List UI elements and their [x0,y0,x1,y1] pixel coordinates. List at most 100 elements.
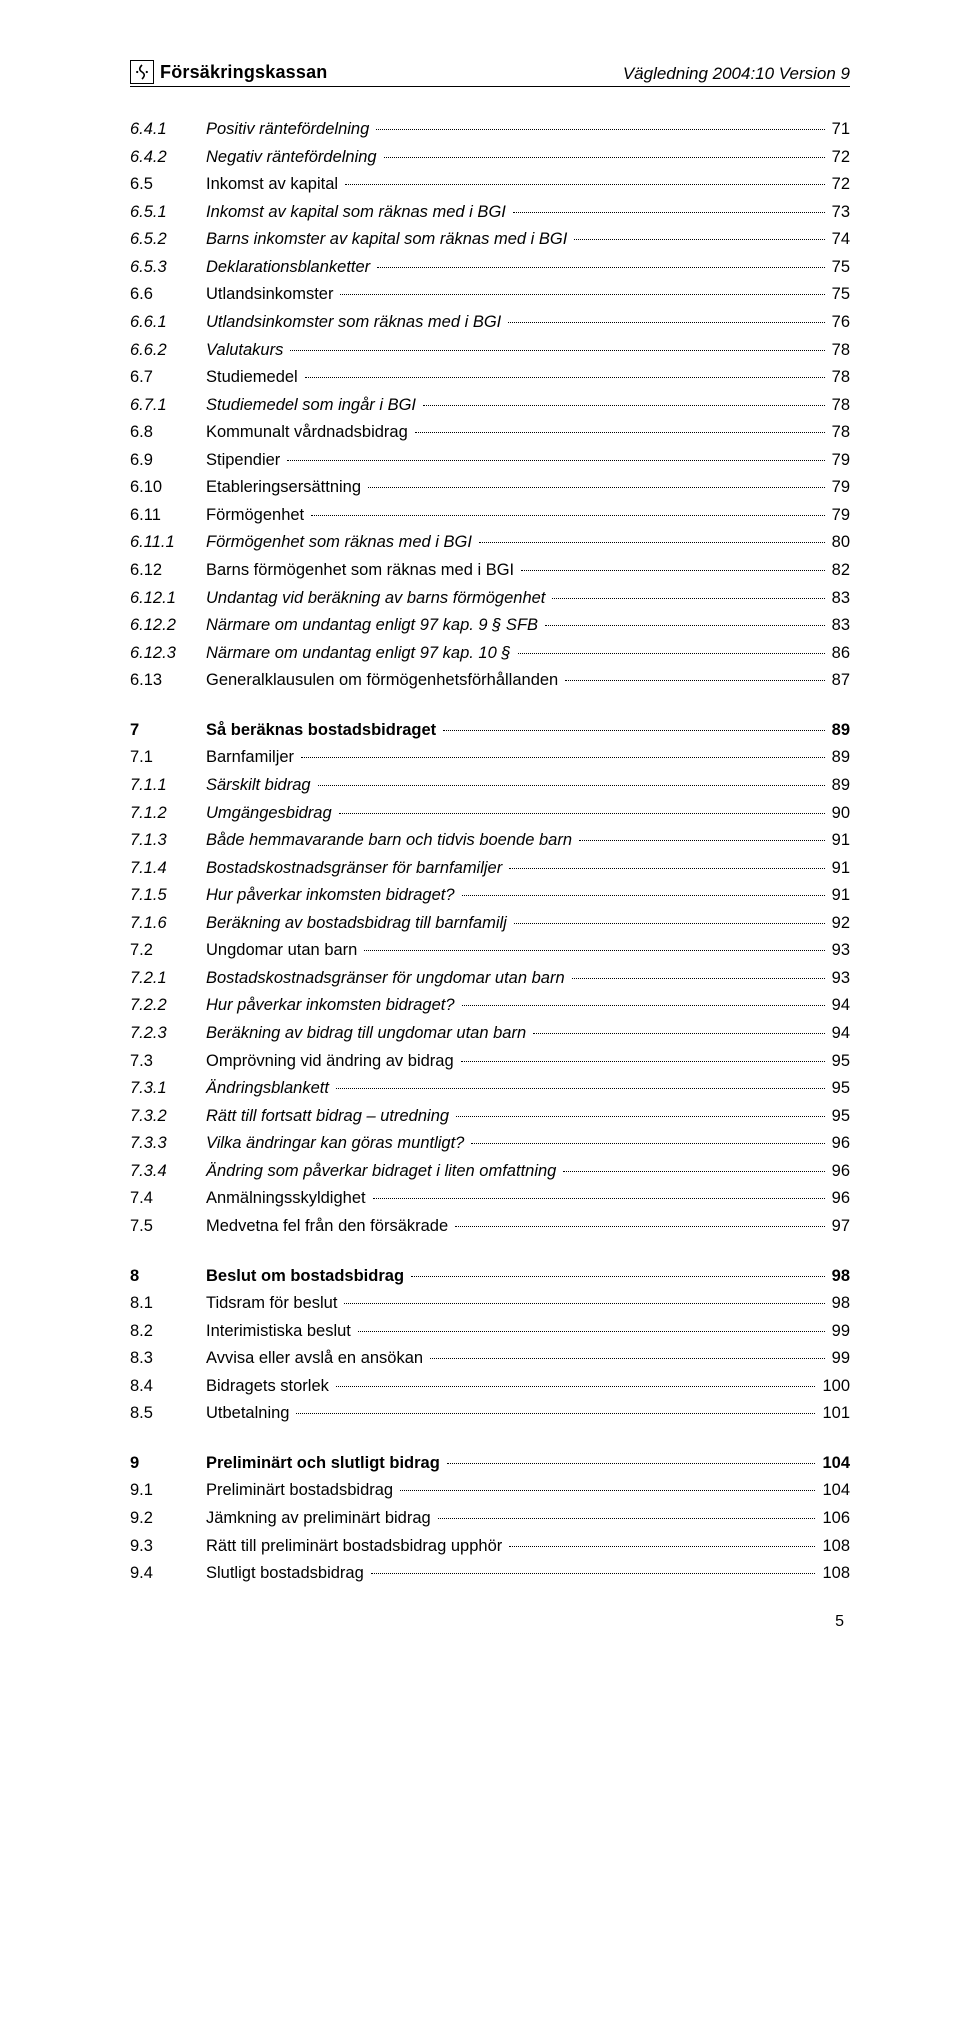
toc-number: 8.2 [130,1319,206,1345]
toc-page: 104 [818,1451,850,1477]
toc-gap [130,696,850,716]
toc-leader [287,460,824,461]
toc-leader [411,1276,825,1277]
toc-number: 6.12.2 [130,613,206,639]
toc-number: 7.5 [130,1214,206,1240]
toc-row: 6.13Generalklausulen om förmögenhetsförh… [130,668,850,694]
toc-leader [373,1198,825,1199]
toc-leader [311,515,825,516]
toc-number: 7.1.5 [130,883,206,909]
document-reference: Vägledning 2004:10 Version 9 [623,64,850,84]
toc-leader [339,813,825,814]
toc-leader [514,923,825,924]
toc-page: 89 [828,718,850,744]
toc-number: 8.3 [130,1346,206,1372]
toc-leader [305,377,825,378]
toc-title: Positiv räntefördelning [206,117,373,143]
toc-title: Barnfamiljer [206,745,298,771]
toc-row: 6.6.2Valutakurs78 [130,338,850,364]
toc-leader [471,1143,824,1144]
toc-leader [301,757,825,758]
toc-page: 90 [828,801,850,827]
toc-number: 6.10 [130,475,206,501]
toc-leader [358,1331,825,1332]
toc-number: 8.4 [130,1374,206,1400]
toc-leader [340,294,824,295]
toc-row: 7.1.1Särskilt bidrag89 [130,773,850,799]
toc-title: Beräkning av bostadsbidrag till barnfami… [206,911,511,937]
toc-row: 7.3.4Ändring som påverkar bidraget i lit… [130,1159,850,1185]
toc-row: 6.4.1Positiv räntefördelning71 [130,117,850,143]
toc-leader [447,1463,816,1464]
toc-leader [513,212,825,213]
toc-row: 7.1.5Hur påverkar inkomsten bidraget?91 [130,883,850,909]
toc-row: 6.5.1Inkomst av kapital som räknas med i… [130,200,850,226]
toc-leader [376,129,824,130]
toc-title: Omprövning vid ändring av bidrag [206,1049,458,1075]
toc-leader [565,680,824,681]
toc-leader [509,1546,815,1547]
toc-page: 104 [818,1478,850,1504]
toc-number: 6.5.1 [130,200,206,226]
toc-number: 7.3.1 [130,1076,206,1102]
toc-row: 6.5.2Barns inkomster av kapital som räkn… [130,227,850,253]
toc-title: Både hemmavarande barn och tidvis boende… [206,828,576,854]
toc-title: Inkomst av kapital [206,172,342,198]
toc-row: 6.4.2Negativ räntefördelning72 [130,145,850,171]
toc-title: Undantag vid beräkning av barns förmögen… [206,586,549,612]
toc-page: 95 [828,1076,850,1102]
toc-page: 75 [828,282,850,308]
toc-row: 9.4Slutligt bostadsbidrag108 [130,1561,850,1587]
toc-title: Beräkning av bidrag till ungdomar utan b… [206,1021,530,1047]
toc-title: Tidsram för beslut [206,1291,341,1317]
toc-page: 89 [828,745,850,771]
toc-number: 6.6 [130,282,206,308]
toc-row: 7.1.2Umgängesbidrag90 [130,801,850,827]
toc-number: 6.6.2 [130,338,206,364]
toc-title: Hur påverkar inkomsten bidraget? [206,883,459,909]
toc-page: 78 [828,365,850,391]
toc-number: 6.7 [130,365,206,391]
toc-title: Närmare om undantag enligt 97 kap. 9 § S… [206,613,542,639]
toc-page: 106 [818,1506,850,1532]
brand: Försäkringskassan [130,60,327,84]
toc-row: 6.9Stipendier79 [130,448,850,474]
toc-title: Bidragets storlek [206,1374,333,1400]
page-number: 5 [130,1613,850,1631]
toc-number: 7.1 [130,745,206,771]
toc-leader [574,239,824,240]
toc-page: 100 [818,1374,850,1400]
toc-row: 7.2Ungdomar utan barn93 [130,938,850,964]
toc-number: 6.7.1 [130,393,206,419]
toc-number: 7.2.3 [130,1021,206,1047]
toc-row: 6.6.1Utlandsinkomster som räknas med i B… [130,310,850,336]
toc-title: Ungdomar utan barn [206,938,361,964]
page-header: Försäkringskassan Vägledning 2004:10 Ver… [130,60,850,87]
toc-page: 98 [828,1291,850,1317]
toc-row: 9.2Jämkning av preliminärt bidrag106 [130,1506,850,1532]
toc-number: 8.5 [130,1401,206,1427]
toc-leader [438,1518,816,1519]
toc-title: Valutakurs [206,338,287,364]
toc-leader [368,487,825,488]
toc-page: 79 [828,475,850,501]
toc-page: 87 [828,668,850,694]
toc-page: 78 [828,393,850,419]
toc-row: 7.5Medvetna fel från den försäkrade97 [130,1214,850,1240]
toc-title: Negativ räntefördelning [206,145,381,171]
toc-page: 93 [828,938,850,964]
toc-page: 76 [828,310,850,336]
brand-name: Försäkringskassan [160,62,327,83]
toc-row: 9Preliminärt och slutligt bidrag104 [130,1451,850,1477]
toc-row: 7.2.1Bostadskostnadsgränser för ungdomar… [130,966,850,992]
toc-row: 7.1.4Bostadskostnadsgränser för barnfami… [130,856,850,882]
toc-title: Barns inkomster av kapital som räknas me… [206,227,571,253]
toc-gap [130,1242,850,1262]
toc-number: 7.1.6 [130,911,206,937]
toc-number: 9.2 [130,1506,206,1532]
toc-number: 6.4.1 [130,117,206,143]
toc-number: 7.3.3 [130,1131,206,1157]
toc-page: 96 [828,1186,850,1212]
toc-number: 9.3 [130,1534,206,1560]
toc-title: Kommunalt vårdnadsbidrag [206,420,412,446]
